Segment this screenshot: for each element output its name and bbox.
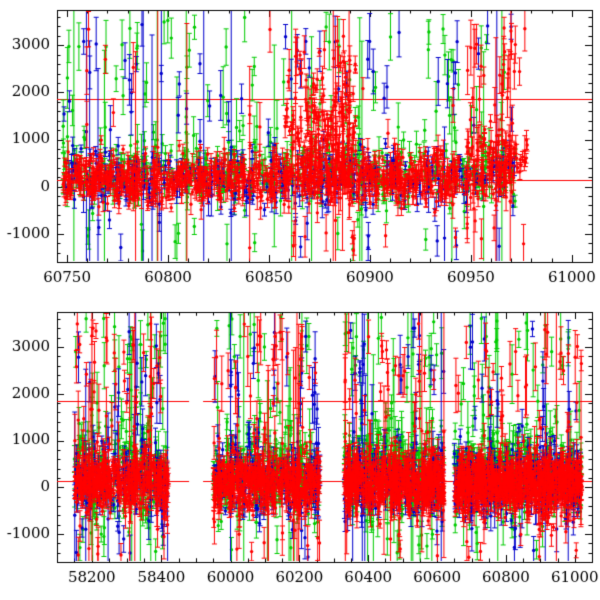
light-curve-panel-bottom [0, 300, 600, 600]
light-curve-panel-top [0, 0, 600, 300]
